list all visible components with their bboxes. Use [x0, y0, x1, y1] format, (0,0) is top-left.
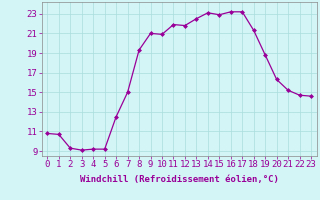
X-axis label: Windchill (Refroidissement éolien,°C): Windchill (Refroidissement éolien,°C)	[80, 175, 279, 184]
